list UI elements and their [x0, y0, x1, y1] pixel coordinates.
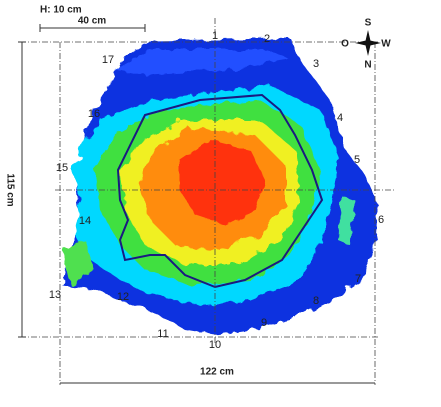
compass-w: W	[381, 39, 391, 50]
point-label: 2	[264, 33, 270, 45]
compass-rose	[355, 30, 381, 56]
point-label: 1	[212, 30, 218, 42]
green-patch	[338, 195, 355, 245]
point-label: 7	[355, 273, 361, 285]
point-label: 11	[157, 328, 168, 340]
height-dimension: 115 cm	[4, 173, 15, 206]
compass: S O W N	[341, 18, 391, 71]
compass-n: N	[364, 60, 371, 71]
point-label: 8	[313, 295, 319, 307]
point-label: 17	[102, 54, 114, 66]
outline	[116, 93, 324, 289]
heat-map	[62, 38, 378, 335]
compass-o: O	[341, 39, 349, 50]
point-label: 13	[49, 289, 61, 301]
point-label: 9	[261, 317, 267, 329]
point-label: 5	[354, 154, 360, 166]
red-region	[180, 140, 265, 225]
point-label: 6	[378, 214, 384, 226]
point-label: 16	[88, 108, 100, 120]
point-label: 14	[79, 215, 91, 227]
blue-light	[115, 50, 290, 75]
point-label: 10	[209, 339, 221, 351]
point-label: 3	[313, 58, 319, 70]
point-label: 15	[56, 162, 68, 174]
point-label: 12	[117, 291, 129, 303]
width-dimension: 122 cm	[200, 367, 234, 378]
height-label: H: 10 cm	[40, 5, 82, 16]
point-label: 4	[337, 112, 343, 124]
green-patch	[62, 240, 95, 285]
compass-s: S	[365, 18, 372, 29]
scale-label: 40 cm	[78, 16, 106, 27]
